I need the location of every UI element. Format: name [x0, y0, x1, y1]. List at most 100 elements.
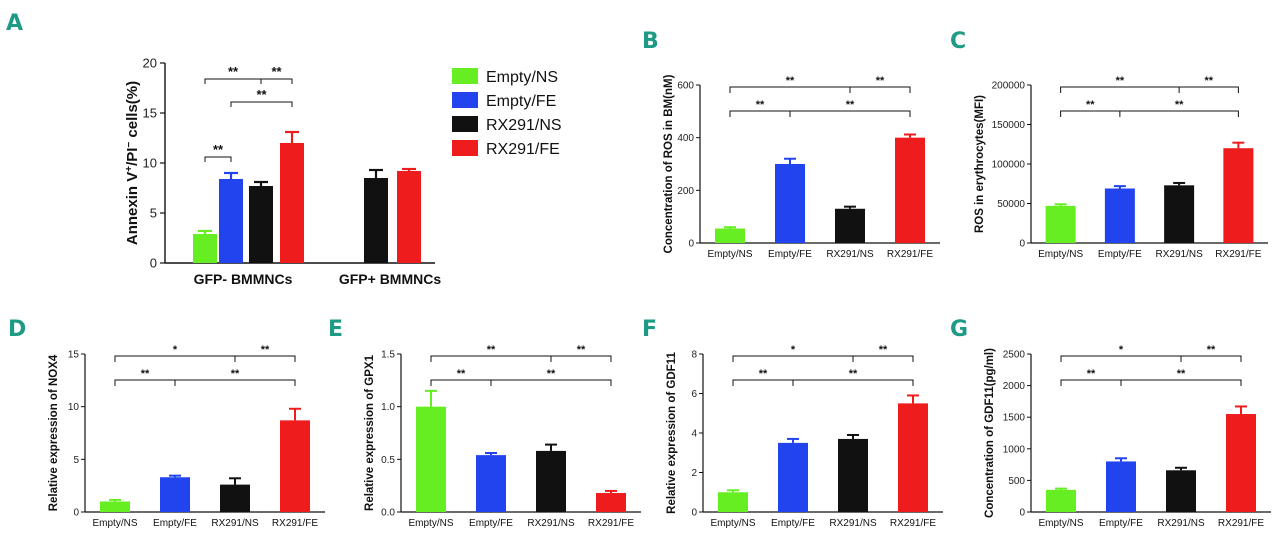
x-tick-label: Empty/NS [92, 518, 137, 529]
y-tick-label: 10 [68, 402, 80, 413]
x-tick-label: RX291/NS [211, 518, 259, 529]
bar-empty-fe [219, 179, 243, 263]
y-tick-label: 15 [143, 106, 157, 121]
y-tick-label: 8 [691, 350, 697, 361]
x-tick-label: RX291/FE [1218, 518, 1264, 529]
panel-letter: F [642, 317, 657, 342]
legend-swatch-empty-ns [452, 68, 478, 84]
significance-label: ** [487, 344, 496, 356]
bar-empty-ns [715, 228, 745, 243]
bar-rx291-ns [838, 438, 868, 512]
y-tick-label: 4 [691, 429, 697, 440]
y-tick-label: 2000 [1003, 381, 1026, 392]
significance-bracket [1060, 86, 1239, 93]
significance-label: ** [261, 344, 270, 356]
x-tick-label: Empty/FE [1099, 518, 1143, 529]
x-tick-label: Empty/NS [1038, 518, 1083, 529]
x-tick-label: RX291/NS [527, 518, 575, 529]
bar-empty-fe [778, 442, 808, 512]
bar-empty-fe [775, 164, 805, 243]
significance-label: * [173, 344, 178, 356]
x-tick-label: Empty/FE [469, 518, 513, 529]
significance-bracket [1060, 379, 1242, 386]
bar-rx291-ns [249, 186, 273, 263]
significance-label: * [1119, 344, 1124, 356]
y-tick-label: 0.5 [381, 455, 395, 466]
y-tick-label: 10 [143, 156, 157, 171]
significance-label: * [791, 344, 796, 356]
y-tick-label: 15 [68, 350, 80, 361]
significance-label: ** [577, 344, 586, 356]
bar-rx291-fe [596, 493, 626, 512]
bar-rx291-fe [898, 403, 928, 512]
x-tick-label: RX291/FE [272, 518, 318, 529]
y-axis-label: Concentration of ROS in BM(nM) [663, 74, 675, 253]
significance-label: ** [141, 368, 150, 380]
legend-swatch-rx291-fe [452, 140, 478, 156]
bar-rx291-ns [1164, 185, 1195, 243]
bar-rx291-fe [1223, 148, 1254, 243]
y-tick-label: 5 [150, 206, 157, 221]
significance-label: ** [849, 368, 858, 380]
x-tick-label: RX291/FE [588, 518, 634, 529]
bar-empty-fe [1104, 188, 1135, 243]
y-tick-label: 20 [143, 56, 157, 71]
y-tick-label: 2500 [1003, 350, 1026, 361]
bar-rx291-fe [1226, 414, 1256, 512]
y-tick-label: 2 [691, 468, 697, 479]
bar-rx291-ns [1166, 470, 1196, 512]
y-axis-label: ROS in erythrocytes(MFI) [974, 95, 986, 233]
x-tick-label: Empty/FE [1098, 249, 1142, 260]
panel-letter: D [8, 317, 26, 342]
x-group-label: GFP+ BMMNCs [339, 271, 442, 287]
y-tick-label: 1.0 [381, 402, 395, 413]
y-tick-label: 1500 [1003, 413, 1026, 424]
y-tick-label: 600 [677, 81, 694, 92]
significance-bracket [1060, 355, 1242, 362]
x-tick-label: Empty/NS [710, 518, 755, 529]
bar-empty-fe [476, 455, 506, 512]
panel-G: G 0 500 1000 1500 2000 2500 Concentration of GD… [950, 317, 1271, 529]
significance-label: ** [756, 99, 765, 111]
bar-rx291-ns [536, 450, 566, 512]
bar-rx291-ns [835, 208, 865, 243]
significance-bracket [230, 101, 293, 107]
significance-label: ** [876, 75, 885, 87]
y-tick-label: 6 [691, 389, 697, 400]
panel-letter: A [6, 11, 23, 36]
significance-bracket [430, 355, 612, 362]
legend-label: Empty/NS [486, 69, 558, 86]
significance-bracket [1060, 110, 1239, 117]
y-axis-label: Annexin V+/PI− cells(%) [124, 81, 141, 245]
x-tick-label: RX291/FE [1215, 249, 1261, 260]
significance-label: ** [1204, 75, 1213, 87]
bar-empty-ns [1045, 205, 1076, 243]
y-tick-label: 150000 [992, 120, 1026, 131]
significance-label: ** [1087, 368, 1096, 380]
significance-bracket [114, 355, 296, 362]
bar-empty-fe [160, 477, 190, 512]
legend-label: RX291/NS [486, 117, 562, 134]
y-tick-label: 400 [677, 133, 694, 144]
bar-rx291-fe [280, 420, 310, 512]
y-axis-label-superscript: + [124, 166, 135, 172]
bar-empty-ns [718, 492, 748, 512]
panel-F: F 0 2 4 6 8 Relative expression of GDF11 Empty/… [642, 317, 943, 529]
significance-label: ** [1177, 368, 1186, 380]
significance-label: ** [547, 368, 556, 380]
x-tick-label: Empty/NS [1038, 249, 1083, 260]
significance-label: ** [1207, 344, 1216, 356]
significance-bracket [732, 355, 914, 362]
y-axis-label: Relative expression of GPX1 [364, 354, 376, 511]
legend-swatch-rx291-ns [452, 116, 478, 132]
panel-letter: E [328, 317, 343, 342]
y-tick-label: 200000 [992, 81, 1026, 92]
significance-bracket [729, 110, 911, 117]
y-tick-label: 0 [688, 239, 694, 250]
x-tick-label: RX291/NS [1156, 249, 1204, 260]
y-axis-label-part: cells(%) [124, 81, 141, 142]
x-tick-label: Empty/NS [408, 518, 453, 529]
y-tick-label: 50000 [997, 199, 1025, 210]
significance-label: ** [846, 99, 855, 111]
